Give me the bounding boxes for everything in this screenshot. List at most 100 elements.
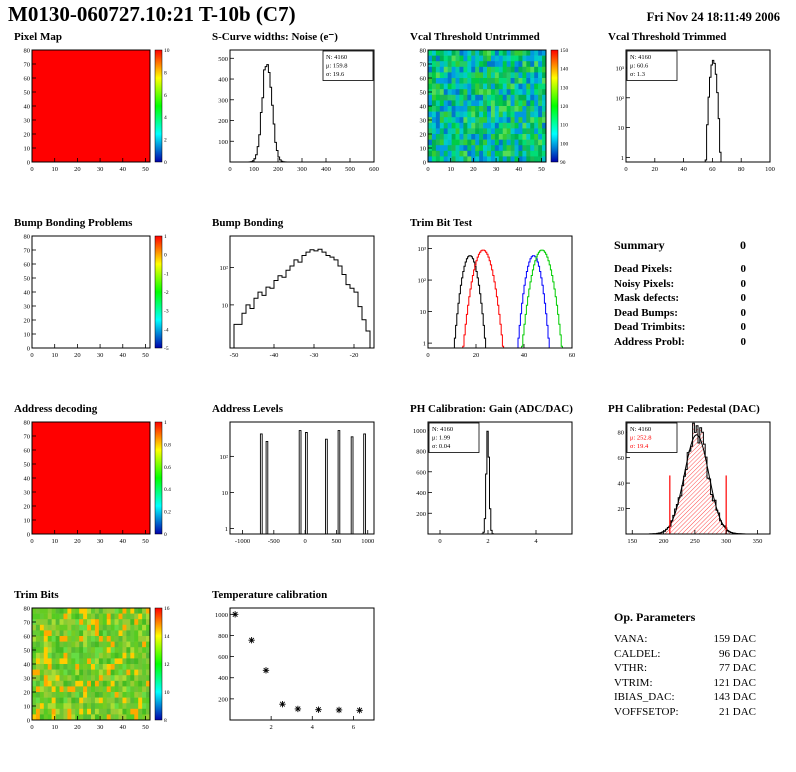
svg-text:N: 4160: N: 4160	[326, 54, 347, 61]
svg-text:70: 70	[420, 62, 427, 69]
svg-text:-50: -50	[230, 352, 239, 359]
scurve-noise-plot: 0 100 200 300 400 500 600 100 200 300 400 500 N: 416…	[218, 49, 379, 173]
address-decoding-plot: 0 10 20 30 40 50 0 10 20 30 40 50 60 70 80 1 0.8 0.6 0.4 0.…	[24, 420, 172, 546]
svg-text:20: 20	[74, 166, 81, 173]
svg-text:0: 0	[30, 538, 33, 545]
svg-text:4: 4	[311, 724, 315, 731]
summary-row: Dead Bumps: 0	[614, 306, 746, 321]
svg-text:1000: 1000	[361, 538, 374, 545]
svg-text:1000: 1000	[413, 428, 426, 435]
svg-text:80: 80	[420, 48, 427, 55]
svg-text:400: 400	[218, 675, 228, 682]
svg-text:0: 0	[164, 160, 167, 166]
svg-text:2: 2	[164, 138, 167, 144]
svg-text:10: 10	[24, 332, 31, 339]
svg-text:30: 30	[97, 724, 104, 731]
svg-text:200: 200	[218, 118, 228, 125]
svg-text:1: 1	[621, 155, 624, 162]
svg-text:130: 130	[560, 85, 569, 91]
svg-text:30: 30	[24, 676, 31, 683]
svg-text:10: 10	[24, 146, 31, 153]
svg-text:10²: 10²	[418, 278, 427, 285]
svg-text:150: 150	[627, 538, 637, 545]
svg-text:σ: 0.04: σ: 0.04	[432, 443, 451, 450]
summary-label: Dead Pixels:	[614, 263, 673, 275]
op-parameters-title: Op. Parameters	[614, 610, 696, 624]
svg-text:0.6: 0.6	[164, 465, 171, 471]
svg-text:0.2: 0.2	[164, 510, 171, 516]
svg-text:250: 250	[690, 538, 700, 545]
svg-text:200: 200	[659, 538, 669, 545]
svg-text:10: 10	[24, 704, 31, 711]
svg-text:40: 40	[420, 104, 427, 111]
svg-text:0: 0	[164, 253, 167, 259]
bump-bonding-plot: -50 -40 -30 -20 10 10²	[220, 235, 375, 359]
svg-text:20: 20	[473, 352, 480, 359]
svg-text:20: 20	[74, 352, 81, 359]
svg-text:800: 800	[218, 633, 228, 640]
svg-text:σ: 1.3: σ: 1.3	[630, 71, 645, 78]
svg-text:10: 10	[51, 538, 58, 545]
svg-text:40: 40	[516, 166, 523, 173]
svg-text:20: 20	[24, 318, 31, 325]
svg-text:20: 20	[618, 506, 625, 513]
svg-text:0: 0	[228, 166, 231, 173]
op-parameter-row: VTHR: 77 DAC	[614, 661, 756, 676]
op-parameter-value: 21 DAC	[719, 705, 756, 718]
svg-text:60: 60	[569, 352, 576, 359]
svg-text:0: 0	[27, 718, 30, 725]
op-parameter-row: CALDEL: 96 DAC	[614, 647, 756, 662]
svg-text:60: 60	[709, 166, 716, 173]
chart-trim-bits: Trim Bits 0 10 20 30 40 50 0 10 20 30 40 50 60 70 80 16…	[2, 588, 200, 772]
summary-row: Mask defects: 0	[614, 291, 746, 306]
svg-text:40: 40	[120, 352, 127, 359]
svg-text:30: 30	[97, 538, 104, 545]
trim-bit-test-plot: 0 20 40 60 1 10 10² 10³	[418, 235, 576, 359]
svg-text:-20: -20	[350, 352, 359, 359]
summary-label: Address Probl:	[614, 335, 685, 348]
svg-text:50: 50	[24, 276, 31, 283]
svg-text:50: 50	[420, 90, 427, 97]
chart-bump-bonding: Bump Bonding -50 -40 -30 -20 10 10²	[200, 216, 398, 402]
op-parameter-label: VANA:	[614, 633, 648, 645]
svg-text:6: 6	[352, 724, 356, 731]
summary-value: 0	[740, 277, 747, 290]
chart-vcal-threshold-untrimmed: Vcal Threshold Untrimmed 0 10 20 30 40 50 0 10 2…	[398, 30, 596, 216]
svg-text:10: 10	[420, 146, 427, 153]
svg-text:10: 10	[51, 724, 58, 731]
chart-address-levels: Address Levels -1000 -500 0 500 1000 1 10 10²	[200, 402, 398, 588]
svg-text:10: 10	[164, 48, 170, 54]
chart-title: Trim Bit Test	[410, 217, 473, 229]
summary-value: 0	[740, 335, 747, 348]
summary-value: 0	[740, 306, 747, 319]
op-parameter-row: VOFFSETOP: 21 DAC	[614, 705, 756, 720]
svg-text:-40: -40	[270, 352, 279, 359]
svg-text:400: 400	[218, 77, 228, 84]
svg-text:80: 80	[24, 234, 31, 241]
svg-text:10³: 10³	[616, 65, 625, 72]
svg-text:σ: 19.4: σ: 19.4	[630, 443, 649, 450]
svg-text:30: 30	[24, 304, 31, 311]
svg-text:0: 0	[426, 166, 429, 173]
chart-ph-calibration-gain: PH Calibration: Gain (ADC/DAC) 0 2 4 200 400…	[398, 402, 596, 588]
svg-text:0: 0	[27, 532, 30, 539]
summary-title: Summary	[614, 238, 665, 252]
svg-text:40: 40	[120, 724, 127, 731]
svg-text:-1: -1	[164, 271, 169, 277]
svg-text:10: 10	[51, 352, 58, 359]
svg-text:30: 30	[97, 352, 104, 359]
svg-text:60: 60	[24, 76, 31, 83]
svg-text:40: 40	[120, 538, 127, 545]
svg-text:90: 90	[560, 160, 566, 166]
chart-title: Vcal Threshold Untrimmed	[410, 31, 540, 43]
svg-text:60: 60	[24, 262, 31, 269]
svg-text:2: 2	[486, 538, 489, 545]
svg-text:μ: 252.8: μ: 252.8	[630, 435, 652, 442]
svg-text:0: 0	[30, 166, 33, 173]
svg-text:80: 80	[24, 48, 31, 55]
op-parameter-value: 96 DAC	[719, 647, 756, 660]
svg-text:70: 70	[24, 248, 31, 255]
svg-text:1: 1	[225, 526, 228, 533]
